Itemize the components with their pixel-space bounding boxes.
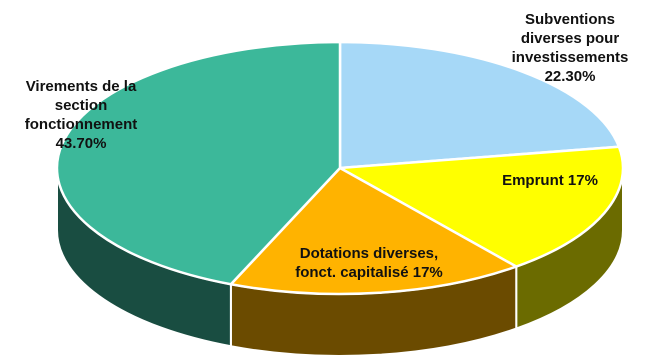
slice-label-emprunt: Emprunt 17%: [470, 171, 630, 190]
slice-label-line: Subventions: [524, 11, 615, 28]
slice-label-line: Dotations diverses,: [299, 245, 439, 262]
slice-label-line: Virements de la: [25, 78, 137, 95]
slice-value-label: 43.70%: [55, 135, 107, 152]
pie-slice: [338, 40, 621, 170]
slice-label-line: diverses pour: [520, 30, 620, 47]
slice-value-label: 22.30%: [544, 68, 596, 85]
pie-slice: [55, 40, 342, 286]
slice-label-line: investissements: [511, 49, 629, 66]
slice-label-line: fonct. capitalisé 17%: [295, 264, 443, 281]
slice-label-line: Emprunt 17%: [502, 172, 598, 189]
pie-slice: [338, 145, 625, 268]
slice-label-dotations: Dotations diverses, fonct. capitalisé 17…: [255, 244, 483, 282]
slice-label-virements: Virements de la section fonctionnement 4…: [0, 77, 176, 153]
pie-slice: [229, 166, 518, 296]
slice-label-line: fonctionnement: [24, 116, 138, 133]
slice-label-line: section: [54, 97, 108, 114]
slice-label-subventions: Subventions diverses pour investissement…: [458, 10, 648, 86]
